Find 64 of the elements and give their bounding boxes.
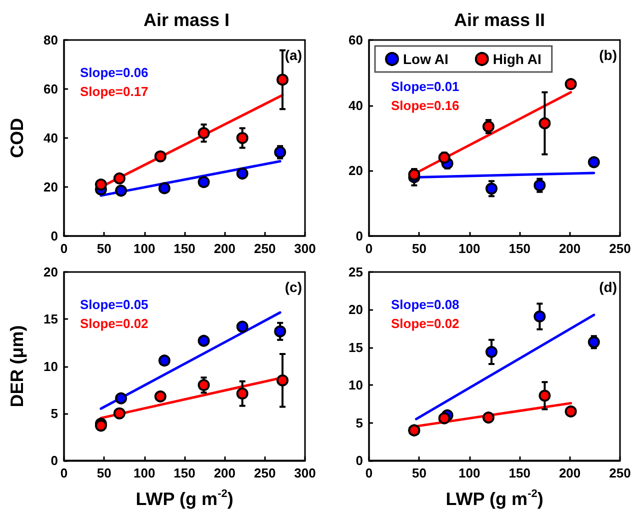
y-tick-label: 25 — [348, 264, 363, 280]
x-tick-label: 0 — [60, 466, 68, 480]
annotation: (b) — [599, 47, 618, 63]
x-tick-label: 50 — [412, 466, 426, 480]
x-tick-label: 150 — [508, 241, 530, 256]
annotation: Slope=0.16 — [391, 98, 460, 113]
x-tick-label: 250 — [254, 241, 276, 256]
y-tick-label: 60 — [44, 82, 58, 96]
y-tick-label: 80 — [44, 32, 58, 48]
y-tick-label: 20 — [44, 264, 58, 280]
x-tick-label: 200 — [558, 466, 581, 480]
annotation: Slope=0.02 — [80, 316, 148, 331]
x-tick-label: 150 — [508, 466, 530, 480]
y-tick-label: 0 — [50, 228, 58, 244]
x-tick-label: 100 — [458, 241, 480, 256]
legend-label: Low AI — [403, 51, 448, 67]
legend-label: High AI — [492, 51, 542, 67]
x-tick-label: 200 — [214, 241, 236, 256]
x-tick-label: 250 — [609, 466, 631, 480]
annotation: Slope=0.05 — [80, 297, 148, 312]
x-tick-label: 100 — [133, 466, 156, 480]
x-tick-label: 50 — [96, 466, 112, 480]
y-tick-label: 20 — [44, 180, 58, 194]
x-tick-label: 100 — [458, 466, 480, 480]
x-tick-label: 250 — [609, 241, 631, 256]
x-tick-label: 150 — [174, 466, 196, 480]
annotation: Slope=0.01 — [391, 79, 460, 94]
y-tick-label: 10 — [348, 378, 363, 393]
chart-title: Air mass I — [143, 10, 230, 30]
x-tick-label: 300 — [294, 466, 316, 480]
annotation: Slope=0.08 — [391, 297, 460, 312]
x-tick-label: 300 — [294, 241, 316, 256]
x-tick-label: 0 — [365, 466, 373, 480]
x-tick-label: 250 — [254, 466, 276, 480]
annotation: (d) — [599, 279, 618, 295]
y-tick-label: 20 — [348, 163, 363, 178]
y-tick-label: 5 — [50, 406, 58, 421]
y-tick-label: 15 — [348, 340, 363, 355]
y-tick-label: 15 — [44, 312, 58, 327]
y-tick-label: 40 — [348, 98, 363, 113]
y-axis-title: DER (μm) — [7, 325, 27, 408]
annotation: Slope=0.02 — [391, 316, 460, 331]
chart-title: Air mass II — [454, 10, 546, 30]
x-tick-label: 50 — [412, 241, 426, 256]
x-tick-label: 150 — [174, 241, 196, 256]
y-tick-label: 0 — [356, 453, 363, 468]
x-tick-label: 50 — [96, 241, 112, 256]
annotation: Slope=0.06 — [80, 65, 148, 80]
y-tick-label: 20 — [348, 302, 363, 318]
y-tick-label: 60 — [348, 32, 363, 48]
x-tick-label: 200 — [558, 241, 581, 256]
x-tick-label: 0 — [60, 241, 68, 256]
y-axis-title: COD — [7, 118, 27, 158]
x-tick-label: 100 — [133, 241, 156, 256]
x-tick-label: 200 — [214, 466, 236, 480]
annotation: (c) — [284, 279, 302, 295]
annotation: (a) — [284, 47, 302, 63]
y-tick-label: 10 — [44, 358, 58, 374]
y-tick-label: 0 — [50, 453, 58, 468]
y-tick-label: 0 — [356, 228, 363, 244]
y-tick-label: 5 — [356, 415, 363, 430]
y-tick-label: 40 — [44, 130, 58, 146]
x-tick-label: 0 — [365, 241, 373, 256]
annotation: Slope=0.17 — [80, 84, 148, 99]
